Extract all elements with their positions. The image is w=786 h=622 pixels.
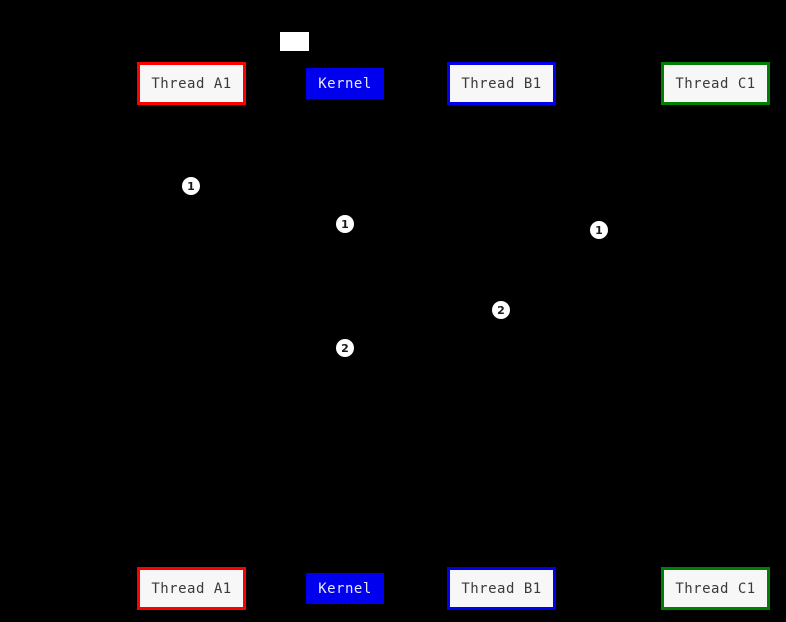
lifeline-nub-thread-c1-top — [713, 104, 718, 107]
lifeline-nub-thread-c1-bottom — [713, 565, 718, 568]
participant-label-thread-b1: Thread B1 — [461, 75, 542, 92]
sequence-marker-number: 2 — [341, 341, 349, 355]
participant-head-thread-b1[interactable]: Thread B1 — [447, 62, 556, 105]
participant-head-thread-a1[interactable]: Thread A1 — [137, 62, 246, 105]
sequence-marker[interactable]: 1 — [590, 221, 608, 239]
participant-foot-thread-a1[interactable]: Thread A1 — [137, 567, 246, 610]
sequence-marker[interactable]: 1 — [336, 215, 354, 233]
message-arrow-1-b1-to-c1 — [501, 230, 715, 231]
lifeline-nub-thread-b1-bottom — [499, 565, 504, 568]
participant-foot-thread-b1[interactable]: Thread B1 — [447, 567, 556, 610]
lifeline-kernel — [345, 99, 346, 573]
note-block — [280, 32, 309, 51]
sequence-marker-number: 1 — [595, 223, 603, 237]
participant-foot-label-thread-c1: Thread C1 — [675, 580, 756, 597]
sequence-marker-number: 1 — [341, 217, 349, 231]
sequence-marker[interactable]: 2 — [336, 339, 354, 357]
lifeline-nub-thread-a1-top — [189, 104, 194, 107]
sequence-marker[interactable]: 2 — [492, 301, 510, 319]
participant-foot-kernel[interactable]: Kernel — [306, 573, 384, 604]
lifeline-nub-thread-b1-top — [499, 104, 504, 107]
lifeline-thread-c1 — [715, 105, 716, 567]
sequence-marker[interactable]: 1 — [182, 177, 200, 195]
lifeline-nub-thread-a1-bottom — [189, 565, 194, 568]
participant-label-thread-c1: Thread C1 — [675, 75, 756, 92]
participant-foot-label-thread-a1: Thread A1 — [151, 580, 232, 597]
sequence-marker-number: 1 — [187, 179, 195, 193]
message-arrow-2-c1-to-b1 — [501, 310, 715, 311]
participant-foot-thread-c1[interactable]: Thread C1 — [661, 567, 770, 610]
message-arrow-1-a1-to-kernel — [191, 205, 345, 206]
participant-foot-label-thread-b1: Thread B1 — [461, 580, 542, 597]
lifeline-thread-a1 — [191, 105, 192, 567]
message-arrow-2-kernel-to-a1 — [191, 348, 345, 349]
sequence-marker-number: 2 — [497, 303, 505, 317]
participant-label-thread-a1: Thread A1 — [151, 75, 232, 92]
participant-label-kernel: Kernel — [318, 75, 372, 92]
participant-head-thread-c1[interactable]: Thread C1 — [661, 62, 770, 105]
participant-foot-label-kernel: Kernel — [318, 580, 372, 597]
participant-head-kernel[interactable]: Kernel — [306, 68, 384, 99]
lifeline-thread-b1 — [501, 105, 502, 567]
